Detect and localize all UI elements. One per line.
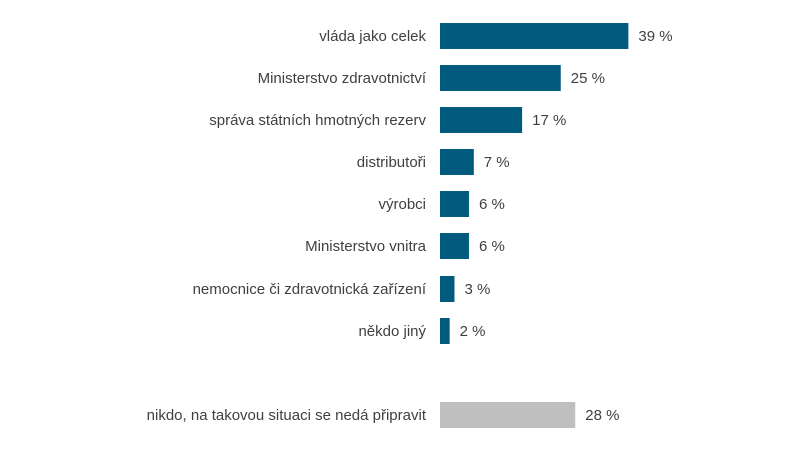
bar bbox=[440, 107, 523, 133]
value-label: 7 % bbox=[484, 154, 510, 171]
bar bbox=[440, 402, 576, 428]
value-label: 25 % bbox=[571, 70, 605, 87]
bar bbox=[440, 276, 455, 302]
value-label: 39 % bbox=[638, 28, 672, 45]
bar bbox=[440, 23, 629, 49]
category-label: správa státních hmotných rezerv bbox=[209, 112, 426, 129]
bar bbox=[440, 149, 474, 175]
category-label: Ministerstvo zdravotnictví bbox=[258, 70, 427, 87]
category-label: výrobci bbox=[378, 196, 426, 213]
category-label: Ministerstvo vnitra bbox=[305, 238, 427, 255]
category-label: distributoři bbox=[357, 154, 426, 171]
category-label: nemocnice či zdravotnická zařízení bbox=[193, 281, 427, 298]
value-label: 6 % bbox=[479, 238, 505, 255]
category-label: nikdo, na takovou situaci se nedá připra… bbox=[147, 407, 427, 424]
bar bbox=[440, 233, 469, 259]
value-label: 6 % bbox=[479, 196, 505, 213]
bar bbox=[440, 318, 450, 344]
value-label: 28 % bbox=[585, 407, 619, 424]
category-label: vláda jako celek bbox=[319, 28, 426, 45]
value-label: 2 % bbox=[460, 323, 486, 340]
bar bbox=[440, 191, 469, 217]
category-label: někdo jiný bbox=[358, 323, 426, 340]
bar bbox=[440, 65, 561, 91]
value-label: 3 % bbox=[464, 281, 490, 298]
value-label: 17 % bbox=[532, 112, 566, 129]
